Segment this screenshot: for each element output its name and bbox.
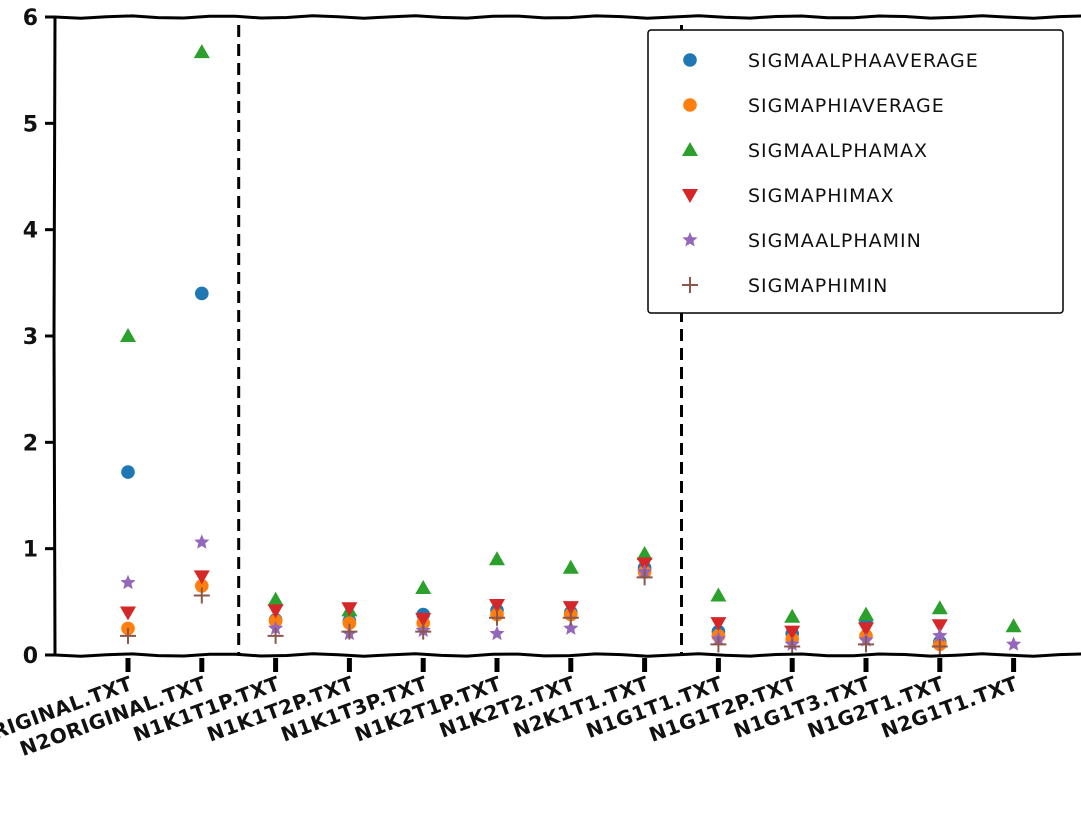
data-point: [489, 625, 505, 641]
legend-entry-label: SIGMAPHIMAX: [748, 185, 895, 207]
legend-marker: [682, 232, 698, 247]
legend-entry-label: SIGMAPHIMIN: [748, 275, 888, 297]
y-tick-label: 5: [23, 112, 38, 137]
legend-marker: [683, 98, 697, 112]
y-tick-label: 0: [23, 644, 38, 669]
legend-marker: [683, 53, 697, 67]
data-point: [415, 612, 432, 627]
data-point: [267, 627, 284, 644]
data-point: [342, 616, 357, 630]
series-sigmaphimin: [120, 569, 948, 655]
data-point: [710, 636, 727, 653]
data-point: [120, 574, 136, 590]
data-point: [562, 601, 579, 616]
legend-entry-label: SIGMAALPHAMAX: [748, 140, 928, 162]
data-point: [636, 569, 653, 586]
data-point: [931, 638, 948, 655]
data-point: [1006, 636, 1022, 651]
y-axis: 0 1 2 3 4 5 6: [23, 6, 55, 669]
group-separators: [237, 25, 683, 655]
data-point: [120, 606, 136, 621]
data-point: [195, 579, 209, 593]
data-point: [193, 44, 210, 59]
legend-box: [647, 29, 1064, 314]
data-point: [489, 599, 505, 614]
series-sigmaphimax: [120, 557, 948, 640]
data-point: [120, 627, 136, 644]
series-sigmaalphamax: [120, 44, 1022, 633]
frame-left: [52, 16, 57, 656]
data-point: [636, 545, 653, 560]
plot-frame: [52, 14, 1081, 658]
legend: SIGMAALPHAAVERAGE SIGMAPHIAVERAGE SIGMAALP…: [647, 29, 1064, 314]
data-point: [784, 638, 801, 655]
frame-bottom: [54, 652, 1081, 658]
data-point: [858, 622, 874, 637]
legend-marker: [682, 189, 698, 203]
series-sigmaphiaverage: [121, 565, 947, 652]
data-point: [415, 623, 432, 640]
data-point: [120, 328, 136, 342]
data-point: [193, 587, 210, 604]
data-point: [193, 570, 210, 585]
data-point: [932, 627, 948, 643]
x-axis: N1ORIGINAL.TXTN2ORIGINAL.TXTN1K1T1P.TXTN…: [0, 658, 1021, 761]
data-point: [931, 600, 948, 615]
data-point: [267, 591, 284, 606]
data-point: [415, 580, 432, 595]
y-tick-label: 2: [23, 431, 38, 456]
data-point: [562, 559, 579, 574]
data-point: [195, 286, 209, 301]
y-tick-label: 1: [23, 538, 38, 563]
data-point: [489, 609, 505, 626]
y-tick-label: 4: [23, 219, 38, 244]
series-sigmaalphaaverage: [121, 286, 947, 650]
data-point: [268, 620, 284, 635]
data-marks: [120, 44, 1022, 655]
data-point: [267, 604, 284, 619]
y-tick-label: 6: [23, 6, 38, 31]
data-point: [931, 619, 948, 634]
data-point: [784, 608, 801, 623]
data-point: [563, 620, 579, 635]
data-point: [1005, 618, 1022, 633]
legend-entry-label: SIGMAALPHAMIN: [748, 230, 922, 252]
data-point: [858, 606, 874, 621]
series-sigmaalphamin: [120, 534, 1022, 651]
legend-entry-label: SIGMAALPHAAVERAGE: [748, 50, 979, 72]
legend-entry-label: SIGMAPHIAVERAGE: [748, 95, 945, 117]
data-point: [341, 602, 358, 617]
data-point: [562, 609, 579, 626]
data-point: [121, 465, 135, 479]
data-point: [341, 623, 358, 640]
data-point: [710, 587, 727, 602]
legend-marker: [682, 277, 698, 293]
data-point: [194, 534, 210, 549]
data-point: [489, 551, 505, 566]
frame-top: [54, 14, 1081, 20]
y-tick-label: 3: [23, 325, 38, 350]
data-point: [710, 617, 727, 632]
legend-marker: [682, 142, 698, 156]
data-point: [858, 636, 874, 653]
data-point: [784, 625, 801, 640]
